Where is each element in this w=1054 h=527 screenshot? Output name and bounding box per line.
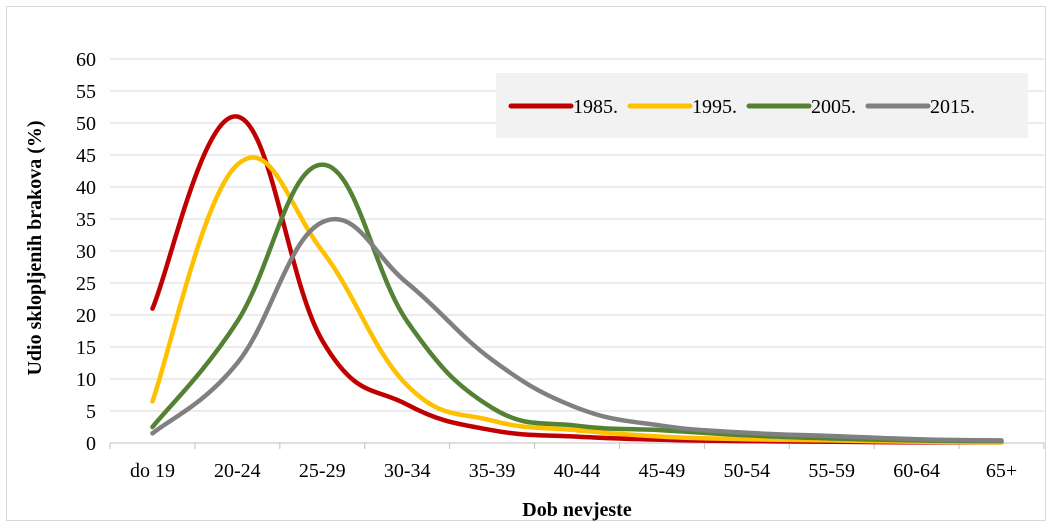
legend-label: 2005.	[811, 96, 856, 118]
x-tick-label: 30-34	[384, 460, 431, 482]
y-tick-label: 60	[76, 49, 96, 71]
series-line-2015	[150, 216, 1004, 443]
y-tick-label: 0	[86, 433, 96, 455]
y-tick-label: 45	[76, 145, 96, 167]
y-tick-label: 10	[76, 369, 96, 391]
axes: 0 5 10 15 20 25 30 35 40 45 50 55 60 do 19 20-24 25-29 3…	[76, 49, 1045, 482]
x-tick-label: 60-64	[893, 460, 940, 482]
x-tick-label: 25-29	[299, 460, 346, 482]
legend-label: 1985.	[573, 96, 618, 118]
y-tick-label: 15	[76, 337, 96, 359]
x-tick-label: 65+	[986, 460, 1017, 482]
y-tick-label: 25	[76, 273, 96, 295]
legend-label: 1995.	[692, 96, 737, 118]
legend-label: 2015.	[930, 96, 975, 118]
legend: 1985. 1995. 2005. 2015.	[496, 73, 1028, 138]
y-axis-title: Udio sklopljenih brakova (%)	[24, 120, 46, 375]
y-tick-label: 55	[76, 81, 96, 103]
series-lines	[150, 114, 1004, 445]
y-tick-label: 20	[76, 305, 96, 327]
x-tick-label: 35-39	[469, 460, 516, 482]
y-tick-label: 40	[76, 177, 96, 199]
series-line-2005	[150, 162, 1004, 444]
y-tick-label: 35	[76, 209, 96, 231]
series-line-1995	[150, 155, 1004, 445]
y-tick-label: 30	[76, 241, 96, 263]
y-tick-label: 50	[76, 113, 96, 135]
x-tick-label: 55-59	[808, 460, 855, 482]
x-axis-title: Dob nevjeste	[522, 499, 632, 521]
x-tick-label: 40-44	[554, 460, 601, 482]
x-tick-label: 50-54	[723, 460, 770, 482]
x-tick-label: 20-24	[214, 460, 261, 482]
x-tick-label: 45-49	[639, 460, 686, 482]
x-tick-label: do 19	[130, 460, 175, 482]
y-tick-label: 5	[86, 401, 96, 423]
